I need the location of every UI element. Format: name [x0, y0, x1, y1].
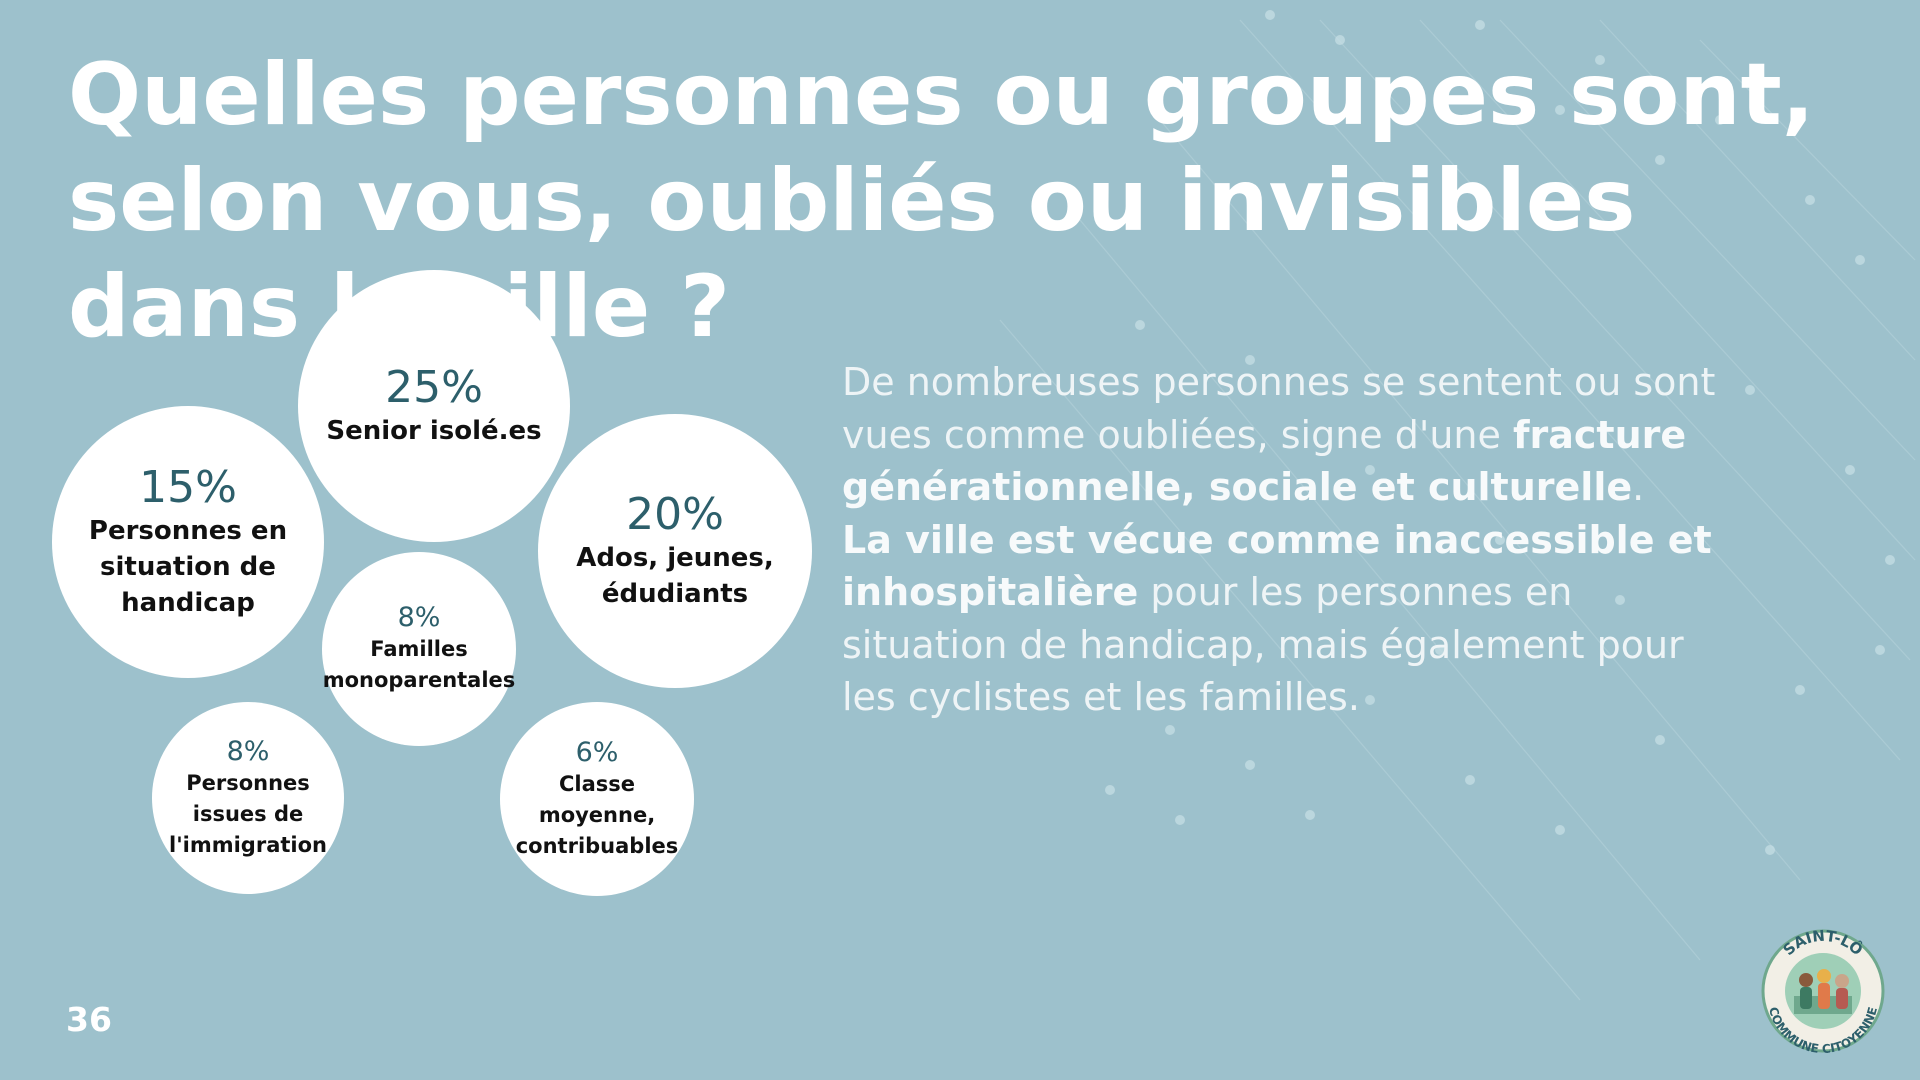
- decor-line: [1699, 39, 1916, 261]
- decor-dot: [1875, 645, 1885, 655]
- decor-line: [999, 319, 1581, 1001]
- bubble-value: 15%: [139, 462, 237, 513]
- bubble-familles-monoparentales: 8% Familles monoparentales: [322, 552, 516, 746]
- decor-dot: [1165, 725, 1175, 735]
- decor-dot: [1245, 355, 1255, 365]
- decor-dot: [1655, 735, 1665, 745]
- decor-dot: [1615, 595, 1625, 605]
- decor-dot: [1105, 785, 1115, 795]
- bubble-value: 8%: [226, 735, 270, 767]
- description-emphasis: fracture générationnelle, sociale et cul…: [842, 412, 1687, 510]
- decor-dot: [1655, 155, 1665, 165]
- description-text: De nombreuses personnes se sentent ou so…: [842, 356, 1732, 724]
- bubble-value: 20%: [626, 489, 724, 540]
- bubble-label: Familles monoparentales: [322, 637, 516, 692]
- decor-dot: [1435, 645, 1445, 655]
- decor-dot: [1265, 10, 1275, 20]
- bubble-ados-jeunes: 20% Ados, jeunes, édudiants: [538, 414, 812, 688]
- decor-dot: [1795, 685, 1805, 695]
- decor-dot: [1465, 775, 1475, 785]
- decor-dot: [1805, 195, 1815, 205]
- decor-dot: [1365, 465, 1375, 475]
- bubble-classe-moyenne: 6% Classe moyenne, contribuables: [500, 702, 694, 896]
- decor-dot: [1365, 695, 1375, 705]
- bubble-label: Personnes en situation de handicap: [88, 516, 288, 618]
- decor-dot: [1595, 55, 1605, 65]
- decor-dot: [1555, 105, 1565, 115]
- decor-dot: [1845, 465, 1855, 475]
- decor-dot: [1745, 385, 1755, 395]
- decor-dot: [1765, 845, 1775, 855]
- decor-dot: [1715, 115, 1725, 125]
- decor-dot: [1305, 810, 1315, 820]
- description-text-part: pour les personnes en situation de handi…: [842, 570, 1684, 719]
- decor-line: [1239, 19, 1901, 761]
- description-emphasis: La ville est vécue comme inaccessible et…: [842, 517, 1712, 615]
- decor-line: [1599, 19, 1916, 361]
- decor-dot: [1335, 35, 1345, 45]
- decor-dot: [1475, 20, 1485, 30]
- bubble-label: Ados, jeunes, édudiants: [576, 543, 774, 609]
- decor-line: [1499, 19, 1916, 461]
- bubble-handicap: 15% Personnes en situation de handicap: [52, 406, 324, 678]
- bubble-label: Personnes issues de l'immigration: [169, 770, 327, 857]
- bubble-value: 25%: [385, 362, 483, 413]
- slide-title: Quelles personnes ou groupes sont, selon…: [68, 45, 1815, 357]
- page-number: 36: [66, 1000, 112, 1039]
- saint-lo-commune-citoyenne-logo: SAINT-LÔ COMMUNE CITOYENNE: [1761, 927, 1885, 1056]
- bubble-value: 6%: [575, 736, 619, 768]
- decor-dot: [1495, 535, 1505, 545]
- bubble-label: Senior isolé.es: [326, 416, 542, 446]
- bubble-immigration: 8% Personnes issues de l'immigration: [152, 702, 344, 894]
- decor-line: [1319, 19, 1911, 661]
- decor-dot: [1855, 255, 1865, 265]
- decor-line: [1419, 19, 1916, 561]
- decor-line: [1079, 219, 1701, 961]
- decor-dot: [1245, 760, 1255, 770]
- decor-dot: [1175, 815, 1185, 825]
- bubble-label: Classe moyenne, contribuables: [515, 771, 679, 858]
- description-text-part: .: [1632, 465, 1645, 509]
- description-text-part: De nombreuses personnes se sentent ou so…: [842, 360, 1716, 457]
- decor-dot: [1135, 320, 1145, 330]
- decor-dot: [1885, 555, 1895, 565]
- bubble-value: 8%: [397, 602, 441, 633]
- bubble-senior-isoles: 25% Senior isolé.es: [298, 270, 570, 542]
- decor-line: [1159, 119, 1801, 881]
- decor-dot: [1555, 825, 1565, 835]
